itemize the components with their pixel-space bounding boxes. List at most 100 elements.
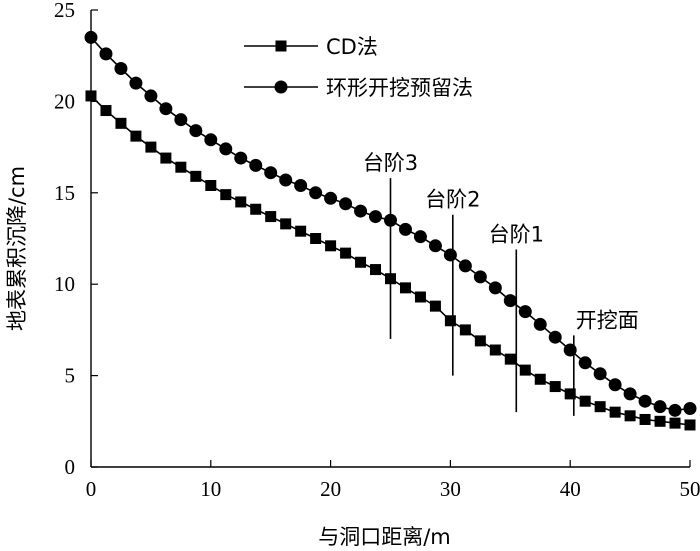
data-point-circle [518, 305, 532, 319]
data-point-square [265, 211, 277, 223]
data-point-circle [204, 133, 218, 147]
data-point-square [370, 264, 382, 276]
x-tick-label: 10 [200, 477, 221, 501]
data-point-square [639, 413, 651, 425]
y-ticks: 0 5 10 15 20 25 [54, 0, 98, 479]
data-point-square [310, 233, 322, 244]
data-point-square [534, 373, 546, 385]
data-point-circle [533, 317, 547, 331]
data-point-square [504, 353, 516, 365]
data-point-circle [608, 378, 622, 392]
data-point-square [459, 324, 471, 336]
y-tick-label: 0 [65, 455, 76, 479]
x-tick-label: 40 [560, 477, 581, 501]
data-point-circle [413, 230, 427, 244]
data-point-circle [174, 113, 188, 127]
data-point-circle [593, 367, 607, 381]
data-point-square [340, 247, 352, 259]
data-point-square [355, 256, 367, 268]
data-point-circle [189, 124, 203, 138]
data-point-square [684, 419, 696, 431]
legend-label: 环形开挖预留法 [326, 76, 473, 100]
data-point-circle [369, 210, 383, 224]
data-point-circle [638, 394, 652, 408]
data-point-circle [279, 173, 293, 187]
data-point-square [429, 300, 441, 312]
data-point-circle [234, 151, 248, 165]
data-point-square [205, 179, 217, 191]
annotation-label: 台阶3 [363, 151, 418, 175]
data-point-square [160, 152, 172, 164]
data-point-square [325, 240, 337, 252]
data-point-square [624, 410, 636, 422]
data-point-square [295, 225, 307, 237]
data-point-circle [144, 89, 158, 103]
axes [90, 10, 690, 468]
data-point-square [175, 161, 187, 173]
data-point-square [115, 117, 127, 129]
data-point-square [399, 282, 411, 294]
data-point-square [489, 344, 501, 356]
y-axis-title: 地表累积沉降/cm [5, 166, 29, 331]
legend-marker-circle [274, 80, 288, 94]
data-point-circle [339, 197, 353, 211]
data-point-circle [99, 47, 113, 61]
x-ticks: 0 10 20 30 40 50 [86, 460, 700, 501]
data-point-circle [503, 294, 517, 308]
x-tick-label: 0 [86, 477, 97, 501]
data-point-circle [249, 158, 263, 172]
data-point-circle [473, 270, 487, 284]
annotation-label: 台阶1 [489, 222, 544, 246]
data-point-circle [219, 142, 233, 156]
data-point-circle [294, 178, 308, 192]
y-tick-label: 10 [54, 272, 75, 296]
data-point-square [190, 170, 202, 182]
data-point-square [414, 291, 426, 303]
data-point-square [564, 388, 576, 400]
data-point-square [474, 335, 486, 347]
y-tick-label: 25 [54, 0, 75, 22]
x-axis-title: 与洞口距离/m [318, 525, 451, 549]
y-tick-label: 20 [54, 89, 75, 113]
data-point-circle [114, 61, 128, 75]
data-point-square [594, 401, 606, 413]
annotation-label: 台阶2 [425, 188, 480, 212]
data-point-circle [683, 402, 697, 416]
data-point-circle [309, 186, 323, 200]
x-tick-label: 30 [440, 477, 461, 501]
x-tick-label: 50 [680, 477, 700, 501]
y-tick-label: 5 [65, 364, 76, 388]
data-point-circle [264, 166, 278, 180]
data-point-circle [548, 330, 562, 344]
data-point-square [579, 395, 591, 407]
data-point-circle [653, 400, 667, 414]
data-point-circle [84, 30, 98, 44]
data-point-square [654, 415, 666, 427]
legend-marker-square [275, 40, 287, 52]
data-point-square [220, 189, 232, 201]
data-point-circle [324, 191, 338, 205]
data-point-circle [428, 239, 442, 253]
data-point-square [100, 105, 112, 117]
data-point-circle [443, 248, 457, 262]
data-point-square [444, 315, 456, 327]
data-point-square [235, 196, 247, 208]
annotations: 台阶3 台阶2 台阶1 开挖面 [363, 151, 639, 416]
data-point-square [85, 90, 97, 102]
data-point-circle [488, 281, 502, 295]
x-tick-label: 20 [320, 477, 341, 501]
legend-label: CD法 [326, 35, 378, 59]
y-tick-label: 15 [54, 181, 75, 205]
data-point-square [549, 381, 561, 393]
data-point-circle [668, 403, 682, 417]
data-point-circle [458, 259, 472, 273]
data-point-circle [159, 102, 173, 116]
data-point-circle [563, 343, 577, 357]
data-point-square [519, 364, 531, 376]
data-point-circle [578, 356, 592, 370]
data-point-circle [129, 76, 143, 90]
data-point-circle [398, 222, 412, 236]
